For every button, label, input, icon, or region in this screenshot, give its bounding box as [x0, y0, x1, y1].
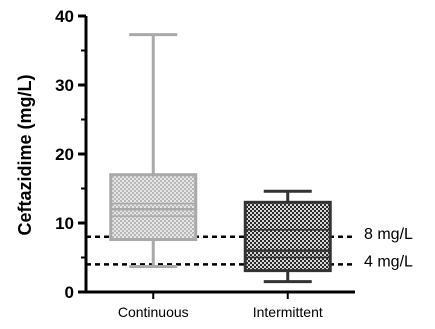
x-category-label: Intermittent: [253, 304, 323, 320]
y-axis: 0 10 20 30 40: [55, 7, 88, 302]
x-axis: Continuous Intermittent: [86, 290, 355, 320]
box-intermittent: [243, 189, 332, 284]
boxes: [109, 33, 332, 284]
box-body: [109, 173, 198, 242]
reference-lines: 8 mg/L 4 mg/L: [86, 226, 413, 270]
y-tick-label: 20: [55, 145, 74, 164]
box-body: [243, 200, 332, 273]
y-tick-label: 40: [55, 7, 74, 26]
reference-line-label: 4 mg/L: [364, 253, 413, 270]
y-axis-title: Ceftazidime (mg/L): [15, 74, 35, 235]
y-tick-label: 0: [65, 283, 74, 302]
x-category-label: Continuous: [118, 304, 189, 320]
y-tick-label: 10: [55, 214, 74, 233]
reference-line-label: 8 mg/L: [364, 226, 413, 243]
box-continuous: [109, 33, 198, 268]
y-tick-label: 30: [55, 76, 74, 95]
